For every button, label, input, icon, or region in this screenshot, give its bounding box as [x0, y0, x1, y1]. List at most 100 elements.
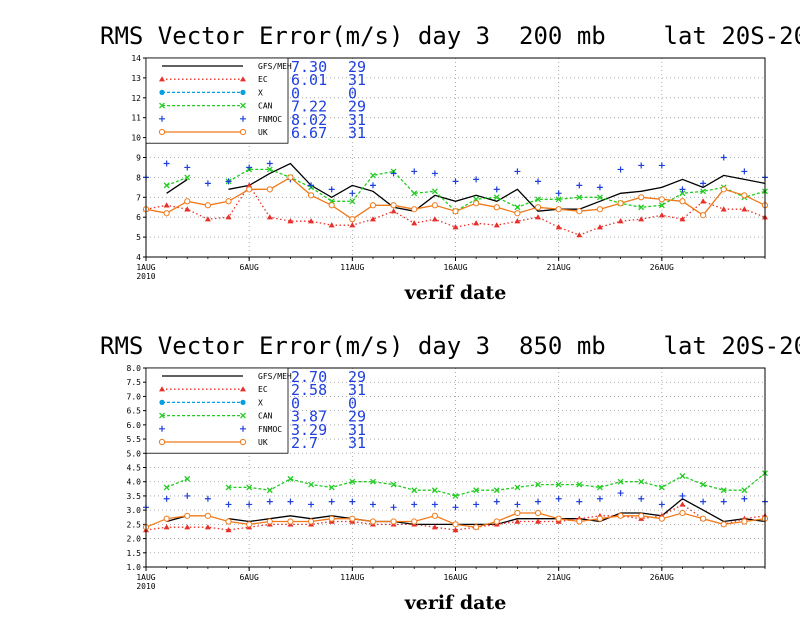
data-point — [266, 518, 273, 525]
data-point — [246, 186, 253, 193]
data-point — [679, 492, 686, 499]
data-point — [349, 498, 356, 505]
data-point — [555, 515, 562, 522]
data-point — [617, 200, 624, 207]
chart-panel-2: RMS Vector Error(m/s) day 3 850 mb lat 2… — [100, 332, 800, 614]
chart-title: RMS Vector Error(m/s) day 3 200 mb lat 2… — [100, 22, 800, 50]
data-point — [307, 192, 315, 199]
data-point — [163, 160, 170, 167]
data-point — [287, 174, 294, 181]
legend-marker — [240, 89, 246, 95]
legend-stat-value: 0 — [291, 394, 300, 412]
data-point — [473, 487, 480, 494]
data-point — [287, 218, 294, 224]
data-point — [308, 481, 315, 488]
legend-marker — [240, 102, 246, 109]
data-point — [658, 515, 665, 522]
data-point — [576, 194, 583, 201]
data-point — [369, 182, 376, 189]
data-point — [287, 498, 294, 505]
data-point — [555, 190, 562, 197]
y-tick-label: 6.0 — [127, 421, 142, 430]
data-point — [287, 475, 294, 482]
data-point — [514, 218, 521, 224]
data-point — [535, 518, 542, 524]
data-point — [390, 208, 397, 214]
data-point — [246, 182, 253, 188]
legend-marker — [158, 128, 166, 136]
data-point — [431, 170, 438, 177]
legend-stat-count: 31 — [348, 71, 366, 89]
data-point — [658, 501, 665, 508]
legend-label: CAN — [258, 412, 273, 421]
data-point — [184, 206, 191, 212]
data-point — [390, 481, 397, 488]
plot-frame — [145, 367, 766, 568]
data-point — [576, 481, 583, 488]
data-point — [514, 168, 521, 175]
data-point — [328, 484, 335, 491]
data-point — [390, 202, 397, 209]
legend-marker — [240, 115, 246, 122]
y-tick-label: 3.5 — [127, 492, 142, 501]
legend-label: FNMOC — [258, 425, 282, 434]
data-point — [163, 524, 170, 530]
legend-marker — [159, 399, 165, 405]
data-point — [596, 224, 603, 230]
legend-marker — [240, 425, 246, 432]
data-point — [638, 478, 645, 485]
y-tick-label: 7.5 — [127, 378, 142, 387]
data-point — [658, 212, 665, 218]
legend-marker — [240, 76, 246, 82]
y-tick-label: 12 — [131, 94, 141, 103]
data-point — [473, 200, 480, 207]
data-point — [349, 515, 356, 522]
y-tick-label: 13 — [131, 74, 141, 83]
legend-stat-value: 3.29 — [291, 421, 327, 439]
data-point — [617, 218, 624, 224]
legend-stat-count: 29 — [348, 98, 366, 116]
series-line — [228, 168, 766, 213]
data-point — [596, 184, 603, 191]
data-point — [431, 512, 438, 519]
data-point — [679, 186, 686, 193]
data-point — [411, 190, 418, 197]
data-point — [411, 487, 418, 494]
data-point — [246, 484, 253, 491]
legend-marker — [159, 425, 165, 432]
data-point — [369, 202, 377, 209]
data-point — [741, 487, 748, 494]
legend-label: X — [258, 88, 263, 97]
data-point — [741, 206, 748, 212]
y-tick-label: 4.5 — [127, 464, 142, 473]
data-point — [266, 186, 273, 193]
data-point — [452, 224, 459, 230]
data-point — [328, 498, 335, 505]
data-point — [493, 194, 500, 201]
data-point — [576, 208, 583, 215]
data-point — [638, 194, 645, 201]
data-point — [204, 202, 211, 209]
data-point — [534, 509, 542, 517]
legend-stat-value: 2.58 — [291, 381, 327, 399]
data-point — [266, 166, 273, 173]
x-tick-label: 6AUG — [240, 573, 259, 582]
y-tick-label: 5 — [136, 233, 141, 242]
data-point — [204, 524, 211, 530]
data-point — [679, 190, 686, 197]
data-point — [535, 196, 541, 203]
data-point — [411, 206, 418, 213]
y-tick-label: 4.0 — [127, 478, 142, 487]
data-point — [184, 475, 191, 482]
data-point — [700, 498, 707, 505]
data-point — [225, 198, 232, 205]
data-point — [658, 162, 665, 169]
data-point — [163, 202, 170, 208]
x-tick-label: 11AUG — [340, 573, 364, 582]
data-point — [308, 182, 315, 189]
data-point — [576, 518, 583, 525]
data-point — [308, 501, 315, 508]
data-point — [225, 484, 232, 491]
series-line — [166, 478, 188, 489]
